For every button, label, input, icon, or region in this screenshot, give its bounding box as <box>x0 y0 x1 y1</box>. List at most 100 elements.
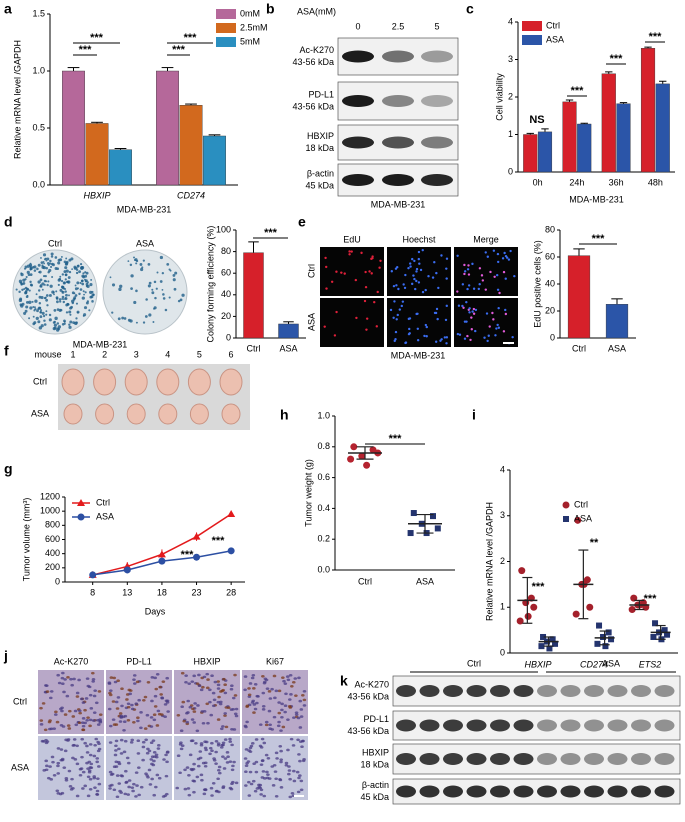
culture-dish <box>102 249 188 335</box>
panel-letter: c <box>466 1 474 17</box>
nucleus <box>375 325 378 328</box>
nucleus <box>443 336 447 339</box>
colony <box>42 314 46 318</box>
dish-label: Ctrl <box>48 238 62 248</box>
cell <box>116 696 121 699</box>
colony <box>45 294 49 297</box>
colony <box>25 295 29 299</box>
nucleus <box>394 267 398 270</box>
cell <box>216 777 220 781</box>
micrograph <box>387 298 451 347</box>
cell <box>89 707 94 710</box>
cell <box>141 758 145 762</box>
nucleus <box>467 273 471 276</box>
tumor <box>221 403 241 425</box>
cell <box>252 762 256 766</box>
colony <box>43 323 47 326</box>
cell <box>297 776 301 780</box>
cell <box>80 721 85 724</box>
colony <box>29 273 33 277</box>
colony <box>65 269 69 273</box>
colony <box>59 275 62 278</box>
cell <box>284 761 289 765</box>
cell <box>282 679 286 683</box>
significance: NS <box>529 114 544 126</box>
y-tick-label: 1.5 <box>32 8 45 18</box>
colony <box>134 258 138 262</box>
cell <box>185 720 190 724</box>
cell <box>88 766 93 769</box>
cell <box>83 708 87 712</box>
row-label: Ctrl <box>306 264 316 278</box>
nucleus <box>411 257 414 261</box>
nucleus <box>363 299 367 303</box>
cell <box>165 699 170 703</box>
y-tick-label: 60 <box>221 268 231 278</box>
cell <box>114 700 119 704</box>
legend-label: Ctrl <box>574 499 588 509</box>
colony <box>159 280 163 283</box>
x-tick-label: 13 <box>122 587 132 597</box>
colony <box>41 264 44 267</box>
cell <box>130 707 135 711</box>
cell <box>279 749 283 753</box>
cell <box>288 777 292 781</box>
nucleus <box>407 332 411 336</box>
colony <box>148 313 152 317</box>
cell <box>51 760 55 764</box>
cell <box>47 720 52 724</box>
cell <box>182 719 187 723</box>
blot-band <box>513 719 534 732</box>
y-tick-label: 0 <box>508 166 513 176</box>
cell <box>135 680 140 684</box>
y-tick-label: 0.5 <box>32 122 45 132</box>
cell <box>262 794 267 798</box>
nucleus <box>325 265 328 269</box>
colony <box>84 271 87 274</box>
cell <box>223 738 228 741</box>
legend-swatch <box>216 9 236 19</box>
cell <box>199 742 204 745</box>
cell <box>136 752 141 755</box>
tumor <box>219 368 243 396</box>
cell <box>77 721 82 725</box>
cell <box>68 709 72 713</box>
y-tick-label: 200 <box>45 562 60 572</box>
cell <box>268 723 272 727</box>
cell <box>196 764 201 768</box>
nucleus <box>468 307 471 310</box>
blot-band <box>421 174 453 186</box>
cell <box>52 773 57 777</box>
legend-label: ASA <box>546 34 564 44</box>
panel-footer: MDA-MB-231 <box>391 350 446 360</box>
blot-band <box>443 785 463 798</box>
nucleus <box>513 274 516 278</box>
colony <box>144 315 148 318</box>
blot-band <box>607 753 628 765</box>
nucleus <box>415 270 418 273</box>
cell <box>256 695 260 698</box>
nucleus <box>431 276 435 279</box>
cell <box>96 723 101 726</box>
cell <box>292 779 297 783</box>
cell <box>87 760 92 764</box>
cell <box>252 711 256 714</box>
cell <box>96 777 100 780</box>
colony <box>172 273 176 277</box>
point <box>407 530 414 537</box>
colony <box>59 288 63 292</box>
colony <box>155 287 158 290</box>
cell <box>163 794 167 798</box>
colony <box>33 265 37 269</box>
colony <box>162 293 165 296</box>
nucleus <box>440 254 443 257</box>
nucleus <box>330 280 334 283</box>
colony <box>84 291 87 294</box>
colony <box>70 257 74 261</box>
nucleus <box>396 313 399 317</box>
nucleus <box>469 338 472 342</box>
cell <box>117 762 122 766</box>
cell <box>83 741 87 745</box>
y-tick-label: 1200 <box>40 491 60 501</box>
